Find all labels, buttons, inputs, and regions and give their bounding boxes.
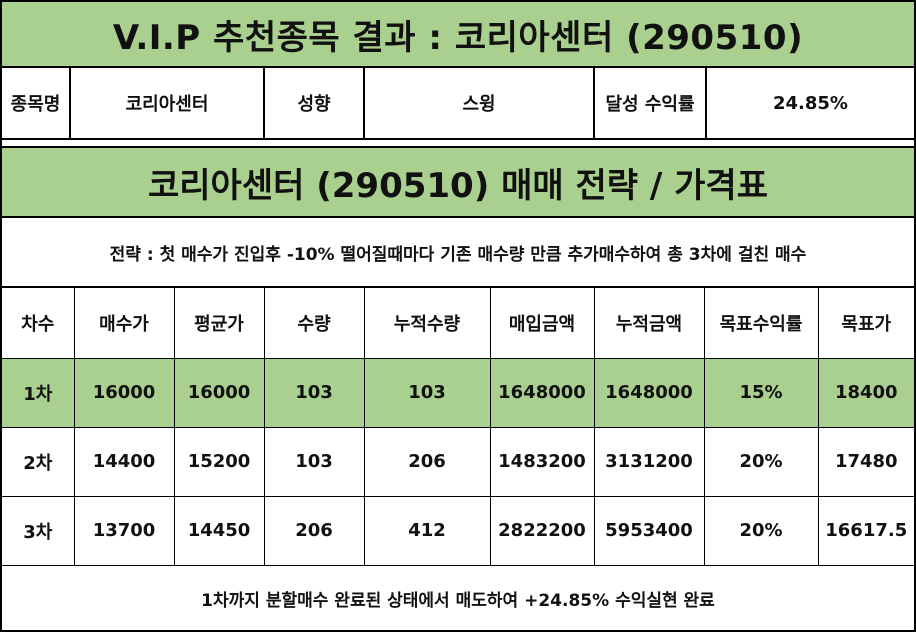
header-cell: 차수	[2, 288, 75, 359]
table-cell: 20%	[704, 427, 819, 497]
table-cell: 20%	[704, 496, 819, 567]
table-cell: 412	[364, 496, 491, 567]
tendency-value: 스윙	[364, 68, 595, 138]
table-cell: 18400	[818, 358, 914, 428]
return-label: 달성 수익률	[594, 68, 707, 138]
table-cell: 3131200	[594, 427, 705, 497]
table-row: 1차 16000 16000 103 103 1648000 1648000 1…	[2, 358, 914, 428]
table-cell: 1648000	[594, 358, 705, 428]
table-cell: 13700	[74, 496, 175, 567]
table-cell: 16000	[74, 358, 175, 428]
table-cell: 103	[264, 427, 365, 497]
table-cell: 3차	[2, 496, 75, 567]
header-cell: 평균가	[174, 288, 265, 359]
table-cell: 1648000	[490, 358, 595, 428]
result-summary: 1차까지 분할매수 완료된 상태에서 매도하여 +24.85% 수익실현 완료	[201, 590, 715, 611]
table-cell: 14450	[174, 496, 265, 567]
page-title: V.I.P 추천종목 결과 : 코리아센터 (290510)	[2, 2, 914, 68]
section-divider	[2, 140, 914, 148]
header-cell: 매입금액	[490, 288, 595, 359]
table-cell: 1차	[2, 358, 75, 428]
table-cell: 103	[264, 358, 365, 428]
table-row: 3차 13700 14450 206 412 2822200 5953400 2…	[2, 496, 914, 567]
table-cell: 16000	[174, 358, 265, 428]
table-cell: 206	[264, 496, 365, 567]
table-cell: 2차	[2, 427, 75, 497]
stock-info-bar: 종목명 코리아센터 성향 스윙 달성 수익률 24.85%	[2, 68, 914, 140]
header-cell: 목표가	[818, 288, 914, 359]
header-cell: 누적금액	[594, 288, 705, 359]
table-cell: 16617.5	[818, 496, 914, 567]
table-cell: 15%	[704, 358, 819, 428]
header-cell: 매수가	[74, 288, 175, 359]
return-value: 24.85%	[773, 92, 848, 114]
table-row: 2차 14400 15200 103 206 1483200 3131200 2…	[2, 427, 914, 497]
strategy-text: 전략 : 첫 매수가 진입후 -10% 떨어질때마다 기존 매수량 만큼 추가매…	[2, 218, 914, 288]
header-cell: 누적수량	[364, 288, 491, 359]
table-cell: 2822200	[490, 496, 595, 567]
header-cell: 수량	[264, 288, 365, 359]
table-cell: 206	[364, 427, 491, 497]
table-cell: 15200	[174, 427, 265, 497]
table-cell: 103	[364, 358, 491, 428]
table-cell: 14400	[74, 427, 175, 497]
table-cell: 1483200	[490, 427, 595, 497]
stock-name-label: 종목명	[2, 68, 71, 138]
price-table: 차수 매수가 평균가 수량 누적수량 매입금액 누적금액 목표수익률 목표가 1…	[2, 288, 914, 567]
header-cell: 목표수익률	[704, 288, 819, 359]
stock-name-value: 코리아센터	[70, 68, 265, 138]
table-cell: 5953400	[594, 496, 705, 567]
section-title: 코리아센터 (290510) 매매 전략 / 가격표	[2, 148, 914, 218]
tendency-label: 성향	[264, 68, 365, 138]
table-cell: 17480	[818, 427, 914, 497]
table-header-row: 차수 매수가 평균가 수량 누적수량 매입금액 누적금액 목표수익률 목표가	[2, 288, 914, 359]
